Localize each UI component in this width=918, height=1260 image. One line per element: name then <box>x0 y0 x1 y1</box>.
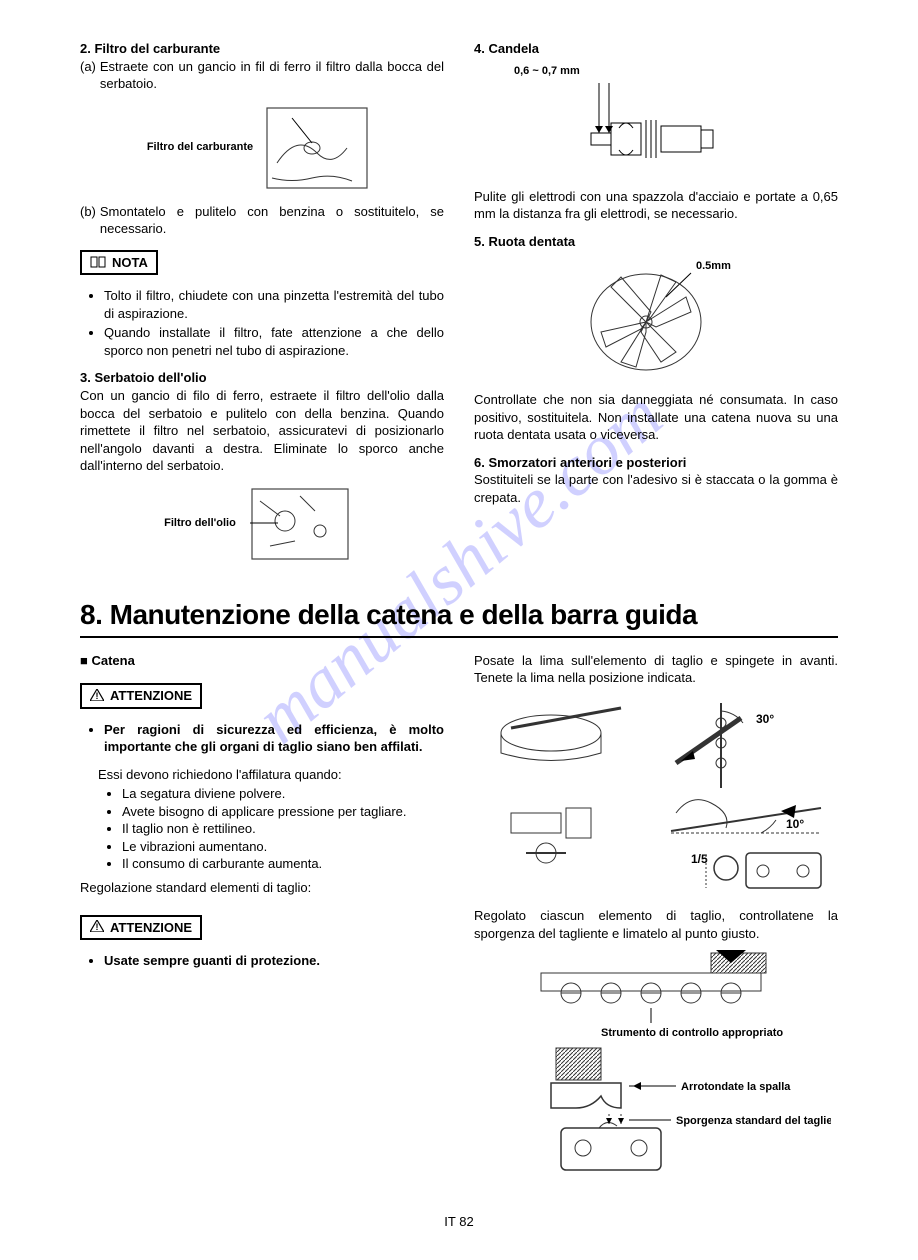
book-icon <box>90 256 106 270</box>
item-a-text: Estraete con un gancio in fil di ferro i… <box>100 58 444 93</box>
attenzione-box-1: ! ATTENZIONE <box>80 683 202 709</box>
attenzione-label-2: ATTENZIONE <box>110 919 192 937</box>
svg-text:!: ! <box>96 691 99 701</box>
heading-5: 5. Ruota dentata <box>474 233 838 251</box>
heading-3-text: Con un gancio di filo di ferro, estraete… <box>80 387 444 475</box>
sprocket-label: 0.5mm <box>696 260 731 272</box>
lower-right-column: Posate la lima sull'elemento di taglio e… <box>474 652 838 1193</box>
need-item: Il consumo di carburante aumenta. <box>122 855 444 873</box>
need-item: Avete bisogno di applicare pressione per… <box>122 803 444 821</box>
svg-text:!: ! <box>96 922 99 932</box>
warn-1-list: Per ragioni di sicurezza ed efficienza, … <box>104 721 444 756</box>
svg-text:10°: 10° <box>786 817 804 831</box>
warn-1-text: Per ragioni di sicurezza ed efficienza, … <box>104 721 444 756</box>
figure-fuel-filter: Filtro del carburante <box>80 103 444 193</box>
need-item: Le vibrazioni aumentano. <box>122 838 444 856</box>
item-b-text: Smontatelo e pulitelo con benzina o sost… <box>100 203 444 238</box>
warn-2-text: Usate sempre guanti di protezione. <box>104 952 444 970</box>
lower-columns: ■ Catena ! ATTENZIONE Per ragioni di sic… <box>80 652 838 1193</box>
item-a-lead: (a) <box>80 58 96 97</box>
callout-1: Strumento di controllo appropriato <box>601 1027 783 1039</box>
need-intro: Essi devono richiedono l'affilatura quan… <box>98 766 444 784</box>
nota-box: NOTA <box>80 250 158 276</box>
fuel-filter-label: Filtro del carburante <box>147 140 253 155</box>
need-item: La segatura diviene polvere. <box>122 785 444 803</box>
warn-2-list: Usate sempre guanti di protezione. <box>104 952 444 970</box>
figure-sprocket: 0.5mm <box>474 257 838 382</box>
warning-icon: ! <box>90 689 104 703</box>
heading-4-text: Pulite gli elettrodi con una spazzola d'… <box>474 188 838 223</box>
heading-5-text: Controllate che non sia danneggiata né c… <box>474 391 838 444</box>
reg-text: Regolazione standard elementi di taglio: <box>80 879 444 897</box>
nota-label: NOTA <box>112 254 148 272</box>
svg-text:30°: 30° <box>756 712 774 726</box>
heading-4: 4. Candela <box>474 40 838 58</box>
figure-filing-angles: 30° 10° 1/5 <box>474 693 838 898</box>
svg-text:1/5: 1/5 <box>691 852 708 866</box>
figure-oil-filter: Filtro dell'olio <box>80 481 444 566</box>
lower-left-column: ■ Catena ! ATTENZIONE Per ragioni di sic… <box>80 652 444 1193</box>
oil-filter-label: Filtro dell'olio <box>164 516 236 531</box>
left-column: 2. Filtro del carburante (a) Estraete co… <box>80 40 444 576</box>
heading-6-text: Sostituiteli se la parte con l'adesivo s… <box>474 471 838 506</box>
nota-item: Tolto il filtro, chiudete con una pinzet… <box>104 287 444 322</box>
figure-spark-plug: 0,6 ~ 0,7 mm <box>474 64 838 178</box>
callout-2: Arrotondate la spalla <box>681 1081 791 1093</box>
gap-label: 0,6 ~ 0,7 mm <box>514 64 838 79</box>
catena-label: ■ Catena <box>80 652 444 670</box>
need-item: Il taglio non è rettilineo. <box>122 820 444 838</box>
heading-6: 6. Smorzatori anteriori e posteriori <box>474 454 838 472</box>
heading-2: 2. Filtro del carburante <box>80 40 444 58</box>
need-list: La segatura diviene polvere. Avete bisog… <box>122 785 444 873</box>
upper-columns: 2. Filtro del carburante (a) Estraete co… <box>80 40 838 576</box>
callout-3: Sporgenza standard del tagliente <box>676 1115 831 1127</box>
attenzione-label-1: ATTENZIONE <box>110 687 192 705</box>
nota-list: Tolto il filtro, chiudete con una pinzet… <box>104 287 444 359</box>
after-filing-text: Regolato ciascun elemento di taglio, con… <box>474 907 838 942</box>
right-column: 4. Candela 0,6 ~ 0,7 mm Pulite gli elett… <box>474 40 838 576</box>
attenzione-box-2: ! ATTENZIONE <box>80 915 202 941</box>
section-8-title: 8. Manutenzione della catena e della bar… <box>80 596 838 638</box>
nota-item: Quando installate il filtro, fate attenz… <box>104 324 444 359</box>
warning-icon: ! <box>90 920 104 934</box>
page-footer: IT 82 <box>80 1213 838 1231</box>
item-b-lead: (b) <box>80 203 96 242</box>
file-intro: Posate la lima sull'elemento di taglio e… <box>474 652 838 687</box>
figure-depth-gauge: Strumento di controllo appropriato Arrot… <box>474 948 838 1183</box>
heading-3: 3. Serbatoio dell'olio <box>80 369 444 387</box>
